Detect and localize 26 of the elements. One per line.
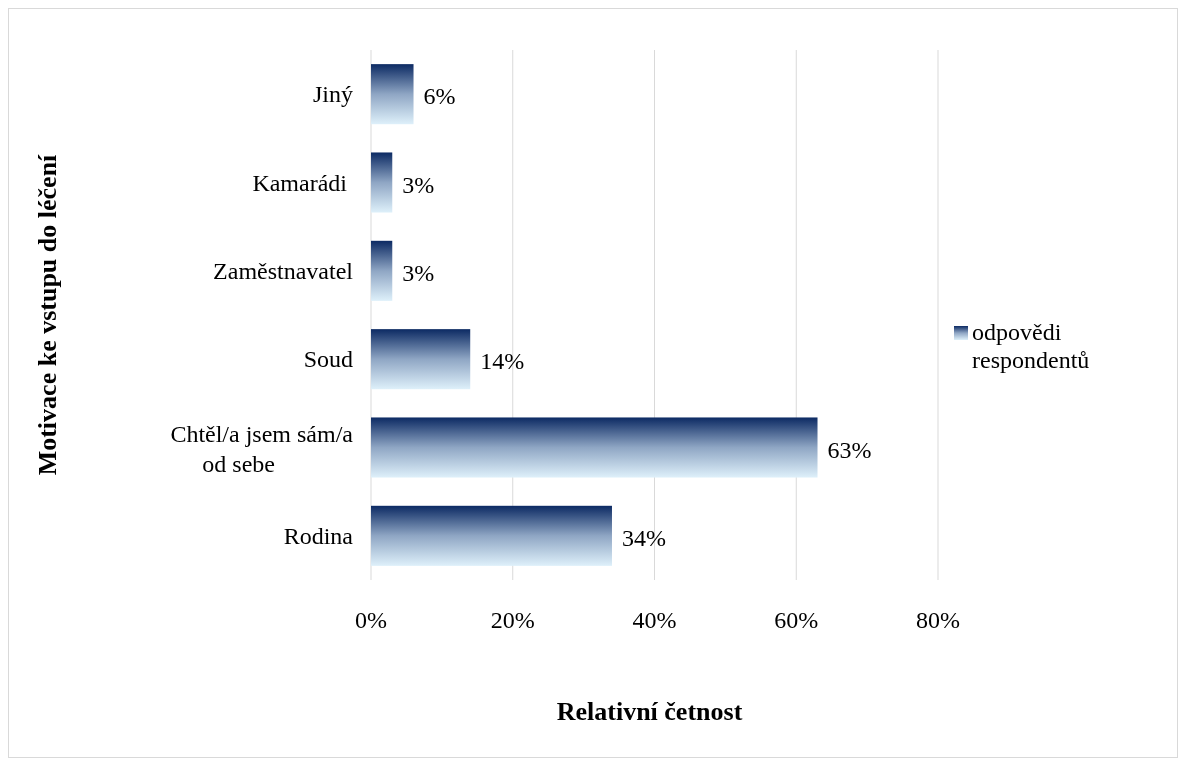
x-axis-title: Relativní četnost: [556, 697, 743, 726]
y-tick-label: Zaměstnavatel: [213, 257, 354, 284]
bar: [371, 240, 393, 301]
x-tick-label: 60%: [774, 607, 819, 633]
x-tick-label: 40%: [632, 607, 677, 633]
data-label: 3%: [402, 171, 435, 198]
data-label: 6%: [423, 83, 456, 110]
y-tick-label: Rodina: [283, 522, 354, 549]
data-label: 3%: [402, 259, 435, 286]
x-tick-label: 20%: [490, 607, 535, 633]
legend-label: odpovědi respondentů: [972, 319, 1090, 373]
bar: [371, 64, 414, 125]
data-label: 63%: [827, 436, 872, 463]
y-tick-label: Kamarádi: [252, 169, 353, 196]
data-label: 34%: [621, 524, 666, 551]
y-tick-label: Jiný: [312, 81, 353, 108]
bar: [371, 417, 818, 478]
y-axis-title: Motivace ke vstupu do léčení: [33, 153, 62, 476]
bar: [371, 152, 393, 213]
y-tick-label: Soud: [303, 346, 353, 373]
bar: [371, 329, 471, 390]
x-tick-label: 0%: [355, 607, 387, 633]
y-tick-label: Chtěl/a jsem sám/a od sebe: [170, 420, 354, 477]
x-tick-label: 80%: [916, 607, 960, 633]
bar: [371, 505, 612, 566]
data-label: 14%: [480, 348, 525, 375]
